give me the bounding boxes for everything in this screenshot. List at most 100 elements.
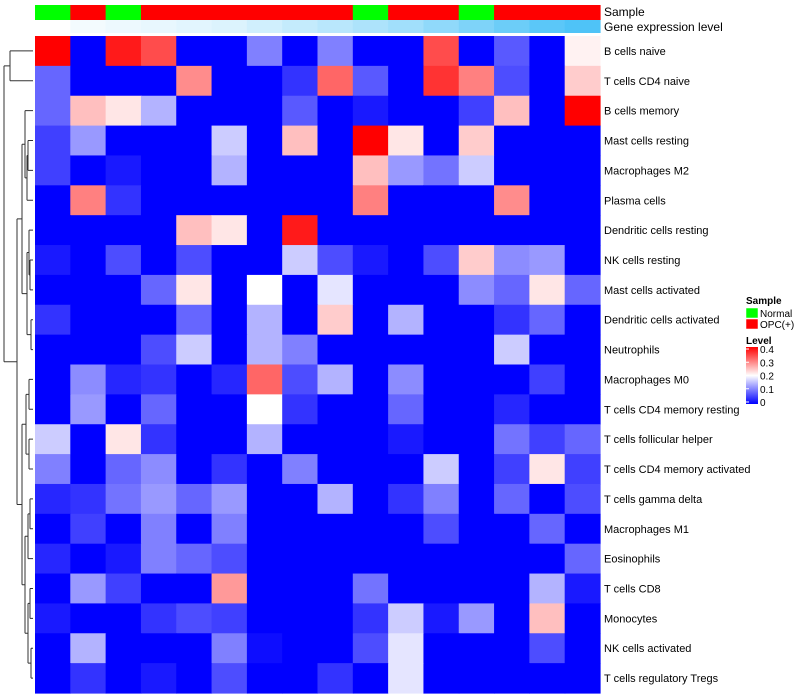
heatmap-cell xyxy=(35,424,71,455)
row-label: T cells CD4 naive xyxy=(604,76,690,88)
row-label: NK cells resting xyxy=(604,255,680,267)
expression-annotation-cell xyxy=(317,20,354,33)
heatmap-cell xyxy=(494,65,530,97)
heatmap-cell xyxy=(70,65,107,97)
heatmap-cell xyxy=(564,424,601,455)
heatmap-cell xyxy=(140,513,177,545)
sample-annotation-cell xyxy=(494,5,530,20)
level-tick-label: 0.1 xyxy=(760,385,774,396)
expression-annotation-cell xyxy=(211,20,248,33)
heatmap-cell xyxy=(176,454,213,485)
heatmap-cell xyxy=(388,36,425,67)
heatmap-cell xyxy=(70,513,107,545)
heatmap-cell xyxy=(458,245,495,276)
legend-swatch xyxy=(745,318,759,330)
heatmap-cell xyxy=(35,334,71,366)
heatmap-cell xyxy=(140,573,177,605)
heatmap-cell xyxy=(140,663,177,694)
heatmap-cell xyxy=(282,36,319,67)
legend-entry-label: Normal xyxy=(760,309,792,320)
heatmap-cell xyxy=(564,394,601,425)
heatmap-cell xyxy=(140,185,177,216)
heatmap-cell xyxy=(352,573,389,605)
heatmap-cell xyxy=(140,65,177,97)
heatmap-cell xyxy=(388,543,425,575)
heatmap-cell xyxy=(388,663,425,694)
heatmap-cell xyxy=(70,603,107,634)
dendrogram-branch xyxy=(16,218,22,505)
heatmap-cell xyxy=(35,155,71,186)
level-tick-label: 0.4 xyxy=(760,345,774,356)
sample-annotation-cell xyxy=(564,5,601,20)
dendrogram-branch xyxy=(30,647,33,679)
row-label: T cells CD4 memory resting xyxy=(604,404,740,416)
expression-annotation-cell xyxy=(282,20,319,33)
heatmap-cell xyxy=(529,633,566,664)
row-label: B cells naive xyxy=(604,46,666,58)
heatmap-cell xyxy=(105,274,142,306)
heatmap-cell xyxy=(529,304,566,336)
heatmap-cell xyxy=(494,304,530,336)
heatmap-cell xyxy=(246,155,283,186)
heatmap-cell xyxy=(352,215,389,246)
heatmap-cell xyxy=(105,155,142,186)
heatmap-cell xyxy=(494,215,530,246)
heatmap-cell xyxy=(35,95,71,127)
expression-annotation-cell xyxy=(564,20,601,33)
heatmap-cell xyxy=(211,36,248,67)
heatmap-cell xyxy=(388,513,425,545)
heatmap-cell xyxy=(105,454,142,485)
legend-swatch xyxy=(745,307,759,319)
heatmap-cell xyxy=(246,513,283,545)
heatmap-cell xyxy=(246,424,283,455)
expression-annotation-cell xyxy=(529,20,566,33)
heatmap-cell xyxy=(246,334,283,366)
heatmap-cell xyxy=(140,334,177,366)
heatmap-cell xyxy=(529,65,566,97)
heatmap-cell xyxy=(352,603,389,634)
heatmap-cell xyxy=(458,65,495,97)
heatmap-cell xyxy=(564,155,601,186)
heatmap-cell xyxy=(317,334,354,366)
heatmap-cell xyxy=(529,483,566,515)
heatmap-cell xyxy=(105,36,142,67)
heatmap-cell xyxy=(282,573,319,605)
heatmap-cell xyxy=(35,543,71,575)
row-label: Neutrophils xyxy=(604,345,660,357)
sample-annotation-cell xyxy=(388,5,425,20)
heatmap-cell xyxy=(529,394,566,425)
heatmap-cell xyxy=(423,483,460,515)
heatmap-cell xyxy=(388,185,425,216)
heatmap-cell xyxy=(352,185,389,216)
heatmap-cell xyxy=(105,304,142,336)
legend-sample-title: Sample xyxy=(746,296,782,307)
dendrogram-branch xyxy=(29,587,33,619)
heatmap-cell xyxy=(246,125,283,157)
heatmap-cell xyxy=(352,334,389,366)
sample-annotation-cell xyxy=(317,5,354,20)
heatmap-cell xyxy=(35,483,71,515)
heatmap-cell xyxy=(458,573,495,605)
heatmap-cell xyxy=(423,155,460,186)
heatmap-cell xyxy=(246,364,283,395)
heatmap-cell xyxy=(564,125,601,157)
heatmap-cell xyxy=(246,543,283,575)
row-label: T cells regulatory Tregs xyxy=(604,673,719,685)
heatmap-cell xyxy=(317,663,354,694)
heatmap-cell xyxy=(105,215,142,246)
heatmap-cell xyxy=(282,603,319,634)
heatmap-cell xyxy=(317,633,354,664)
heatmap-cell xyxy=(176,125,213,157)
heatmap-cell xyxy=(458,185,495,216)
heatmap-cell xyxy=(458,483,495,515)
heatmap-cell xyxy=(458,663,495,694)
heatmap-cell xyxy=(282,65,319,97)
heatmap-cell xyxy=(105,424,142,455)
legend-level-title: Level xyxy=(746,336,772,347)
heatmap-cell xyxy=(246,394,283,425)
heatmap-cell xyxy=(494,633,530,664)
heatmap-cell xyxy=(494,454,530,485)
heatmap-cell xyxy=(211,633,248,664)
heatmap-cell xyxy=(211,483,248,515)
